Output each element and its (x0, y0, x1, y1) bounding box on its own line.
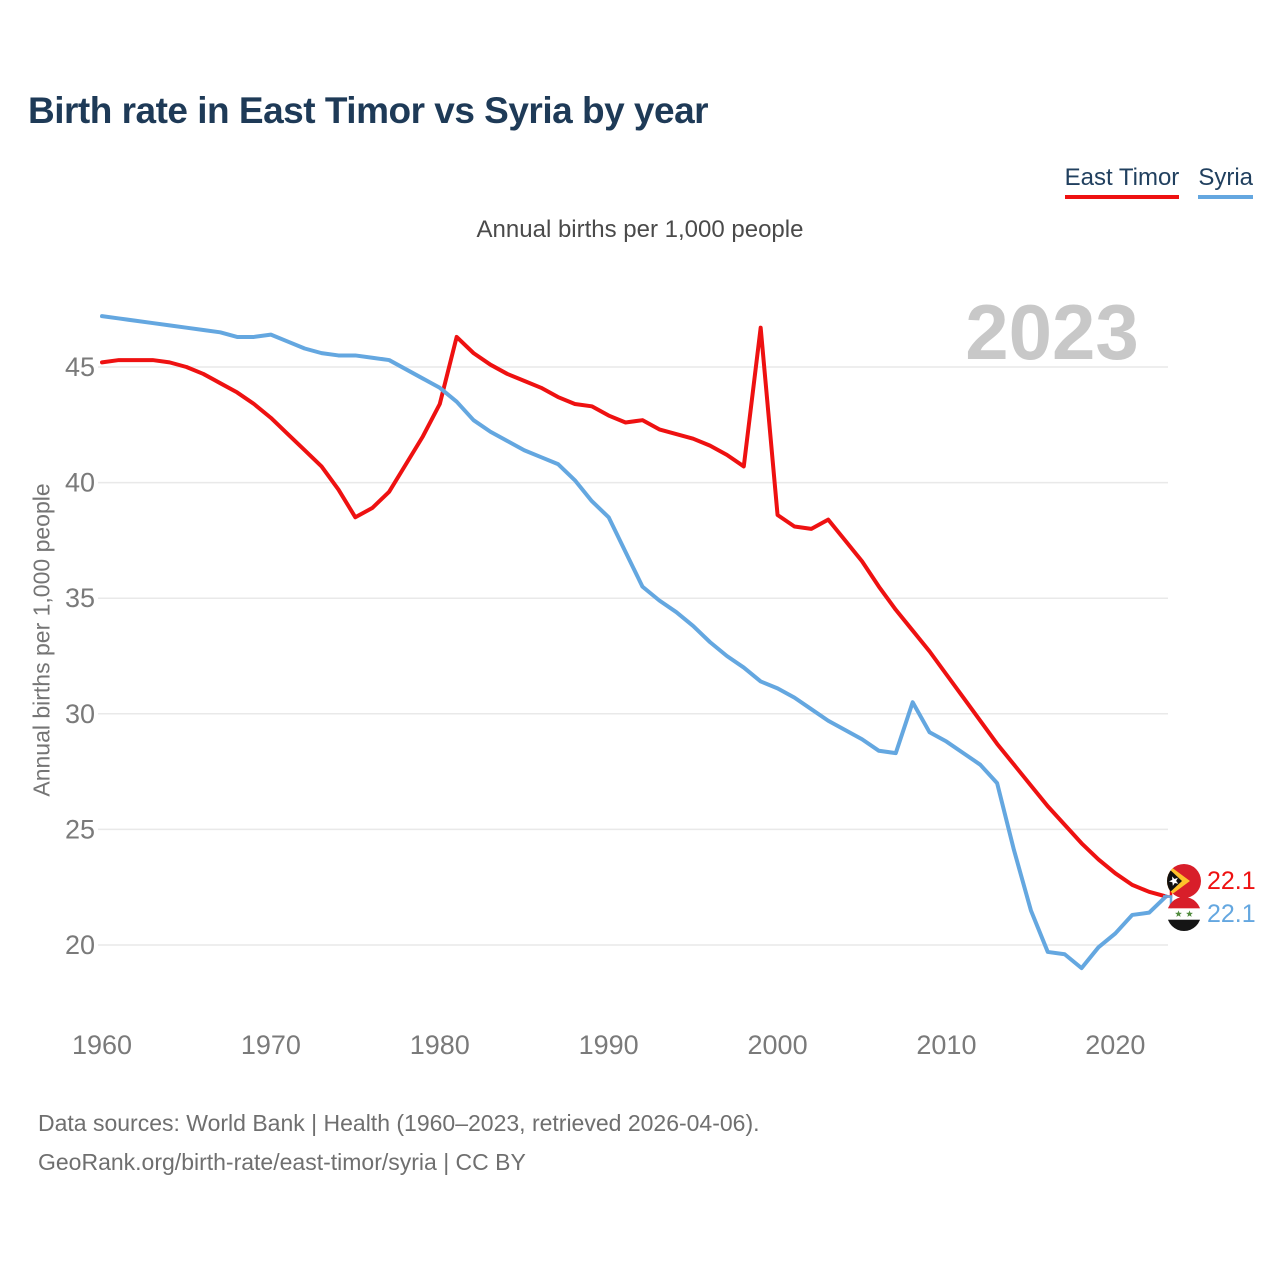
x-tick-label: 2000 (748, 1030, 808, 1060)
x-tick-label: 1980 (410, 1030, 470, 1060)
chart-subtitle: Annual births per 1,000 people (476, 216, 804, 243)
x-tick-label: 1970 (241, 1030, 301, 1060)
footer: Data sources: World Bank | Health (1960–… (38, 1104, 760, 1182)
east-timor-flag-icon (1167, 864, 1201, 898)
x-tick-label: 1960 (72, 1030, 132, 1060)
y-tick-label: 40 (65, 468, 95, 498)
legend-item-syria[interactable]: Syria (1198, 164, 1253, 200)
end-label-east-timor: 22.1 (1167, 864, 1256, 898)
x-tick-label: 1990 (579, 1030, 639, 1060)
series-line-east-timor[interactable] (100, 325, 1168, 899)
series-line-syria[interactable] (100, 314, 1168, 971)
page-title: Birth rate in East Timor vs Syria by yea… (28, 90, 709, 131)
y-tick-label: 30 (65, 699, 95, 729)
footer-link[interactable]: GeoRank.org/birth-rate/east-timor/syria … (38, 1149, 526, 1175)
syria-flag-icon (1167, 897, 1201, 931)
y-tick-label: 20 (65, 930, 95, 960)
legend: East Timor Syria (1064, 164, 1253, 200)
end-label-syria: 22.1 (1167, 897, 1256, 931)
footer-sources: Data sources: World Bank | Health (1960–… (38, 1110, 760, 1136)
watermark-year: 2023 (965, 288, 1139, 376)
legend-item-east-timor[interactable]: East Timor (1064, 164, 1180, 200)
y-tick-label: 45 (65, 352, 95, 382)
y-tick-label: 25 (65, 814, 95, 844)
syria-end-value: 22.1 (1207, 899, 1256, 928)
y-tick-label: 35 (65, 583, 95, 613)
x-tick-label: 2020 (1085, 1030, 1145, 1060)
east-timor-end-value: 22.1 (1207, 866, 1256, 895)
x-tick-label: 2010 (916, 1030, 976, 1060)
